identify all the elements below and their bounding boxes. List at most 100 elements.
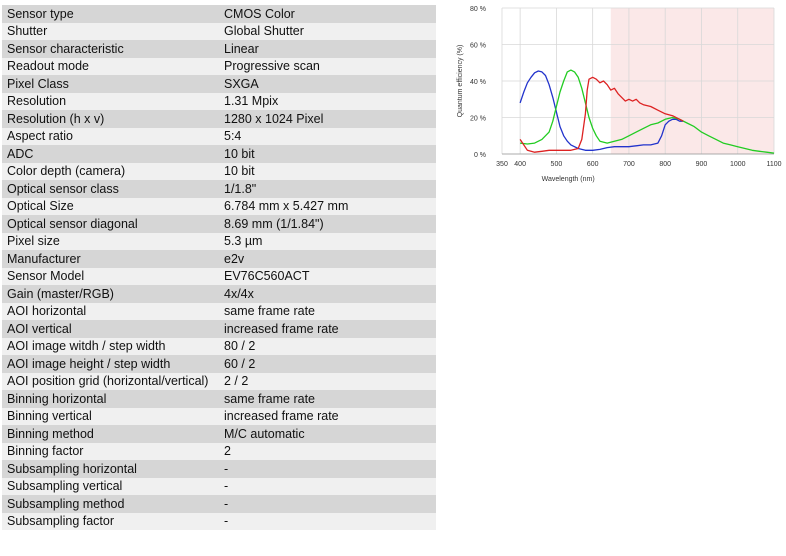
spec-value: 10 bit	[224, 164, 255, 179]
spec-row: Sensor Model EV76C560ACT	[2, 267, 436, 285]
series-line-0	[519, 70, 684, 151]
series-line-1	[520, 69, 775, 154]
spec-row: Sensor type CMOS Color	[2, 5, 436, 23]
y-axis-label: Quantum efficiency (%)	[457, 45, 464, 118]
spec-row: Gain (master/RGB) 4x/4x	[2, 285, 436, 303]
spec-row: Pixel size 5.3 µm	[2, 232, 436, 250]
spec-value: 60 / 2	[224, 356, 256, 371]
spec-value: 5:4	[224, 129, 242, 144]
spec-label: Resolution	[7, 94, 67, 109]
quantum-efficiency-chart: 0 % 20 % 40 % 60 % 80 % 350 400 500 600 700 800 900…	[450, 0, 786, 195]
spec-row: Binning factor 2	[2, 442, 436, 460]
spec-value: 1.31 Mpix	[224, 94, 279, 109]
spec-value: 4x/4x	[224, 286, 254, 301]
spec-value: e2v	[224, 251, 245, 266]
x-tick-label: 800	[659, 161, 671, 168]
spec-row: Binning method M/C automatic	[2, 425, 436, 443]
spec-value: 8.69 mm (1/1.84")	[224, 216, 324, 231]
spec-row: AOI horizontal same frame rate	[2, 302, 436, 320]
spec-value: same frame rate	[224, 304, 316, 319]
spec-label: Resolution (h x v)	[7, 111, 105, 126]
quantum-efficiency-chart-svg: 0 % 20 % 40 % 60 % 80 % 350 400 500 600 700 800 900…	[457, 6, 782, 183]
spec-value: Progressive scan	[224, 59, 320, 74]
x-tick-label: 500	[551, 161, 563, 168]
spec-row: AOI position grid (horizontal/vertical) 2…	[2, 372, 436, 390]
spec-label: AOI image witdh / step width	[7, 339, 166, 354]
spec-label: ADC	[7, 146, 34, 161]
x-axis-label: Wavelength (nm)	[542, 176, 595, 183]
spec-row: Optical Size 6.784 mm x 5.427 mm	[2, 197, 436, 215]
spec-row: Aspect ratio 5:4	[2, 127, 436, 145]
spec-label: AOI vertical	[7, 321, 72, 336]
spec-row: Shutter Global Shutter	[2, 22, 436, 40]
spec-label: Aspect ratio	[7, 129, 74, 144]
spec-row: Subsampling factor -	[2, 512, 436, 530]
spec-label: Subsampling factor	[7, 514, 115, 529]
y-tick-label: 40 %	[470, 79, 486, 86]
spec-label: Binning method	[7, 426, 94, 441]
spec-label: AOI position grid (horizontal/vertical)	[7, 374, 209, 389]
spec-label: Readout mode	[7, 59, 90, 74]
series-line-2	[519, 76, 684, 153]
spec-value: increased frame rate	[224, 409, 339, 424]
spec-value: Global Shutter	[224, 24, 304, 39]
x-tick-label: 400	[514, 161, 526, 168]
spec-value: 80 / 2	[224, 339, 256, 354]
spec-value: 1/1.8"	[224, 181, 257, 196]
spec-label: Color depth (camera)	[7, 164, 126, 179]
spec-value: CMOS Color	[224, 6, 295, 21]
spec-row: Pixel Class SXGA	[2, 75, 436, 93]
x-tick-label: 1000	[730, 161, 746, 168]
spec-label: Sensor characteristic	[7, 41, 124, 56]
spec-row: Readout mode Progressive scan	[2, 57, 436, 75]
spec-value: same frame rate	[224, 391, 316, 406]
spec-label: Binning horizontal	[7, 391, 107, 406]
spec-value: 2	[224, 444, 231, 459]
y-tick-label: 60 %	[470, 43, 486, 50]
spec-value: SXGA	[224, 76, 259, 91]
y-tick-label: 0 %	[474, 152, 486, 159]
specifications-table: Sensor type CMOS Color Shutter Global Shutt…	[2, 5, 436, 530]
spec-label: Subsampling vertical	[7, 479, 123, 494]
x-tick-label: 900	[696, 161, 708, 168]
spec-label: Optical sensor class	[7, 181, 119, 196]
spec-row: AOI image witdh / step width 80 / 2	[2, 337, 436, 355]
spec-row: Sensor characteristic Linear	[2, 40, 436, 58]
spec-value: 2 / 2	[224, 374, 249, 389]
spec-value: M/C automatic	[224, 426, 305, 441]
spec-row: Resolution (h x v) 1280 x 1024 Pixel	[2, 110, 436, 128]
spec-label: Sensor Model	[7, 269, 85, 284]
spec-label: Binning vertical	[7, 409, 92, 424]
spec-row: Subsampling vertical -	[2, 477, 436, 495]
spec-value: -	[224, 496, 229, 511]
spec-row: Optical sensor diagonal 8.69 mm (1/1.84")	[2, 215, 436, 233]
spec-value: 5.3 µm	[224, 234, 263, 249]
spec-value: 10 bit	[224, 146, 255, 161]
spec-row: Binning vertical increased frame rate	[2, 407, 436, 425]
x-tick-label: 700	[623, 161, 635, 168]
x-tick-label: 1100	[766, 161, 781, 168]
spec-row: Resolution 1.31 Mpix	[2, 92, 436, 110]
spec-value: 6.784 mm x 5.427 mm	[224, 199, 349, 214]
x-tick-label: 600	[587, 161, 599, 168]
spec-value: -	[224, 514, 229, 529]
spec-label: Manufacturer	[7, 251, 81, 266]
spec-row: Manufacturer e2v	[2, 250, 436, 268]
spec-label: Gain (master/RGB)	[7, 286, 114, 301]
spec-label: Sensor type	[7, 6, 74, 21]
spec-label: AOI image height / step width	[7, 356, 171, 371]
spec-label: Pixel size	[7, 234, 60, 249]
spec-value: -	[224, 461, 229, 476]
spec-row: ADC 10 bit	[2, 145, 436, 163]
spec-label: Shutter	[7, 24, 48, 39]
spec-row: Binning horizontal same frame rate	[2, 390, 436, 408]
spec-label: Subsampling method	[7, 496, 125, 511]
x-tick-label: 350	[496, 161, 508, 168]
spec-value: increased frame rate	[224, 321, 339, 336]
spec-row: AOI image height / step width 60 / 2	[2, 355, 436, 373]
y-tick-label: 80 %	[470, 6, 486, 13]
spec-label: Binning factor	[7, 444, 84, 459]
spec-label: Optical sensor diagonal	[7, 216, 138, 231]
spec-label: Pixel Class	[7, 76, 69, 91]
spec-value: 1280 x 1024 Pixel	[224, 111, 324, 126]
